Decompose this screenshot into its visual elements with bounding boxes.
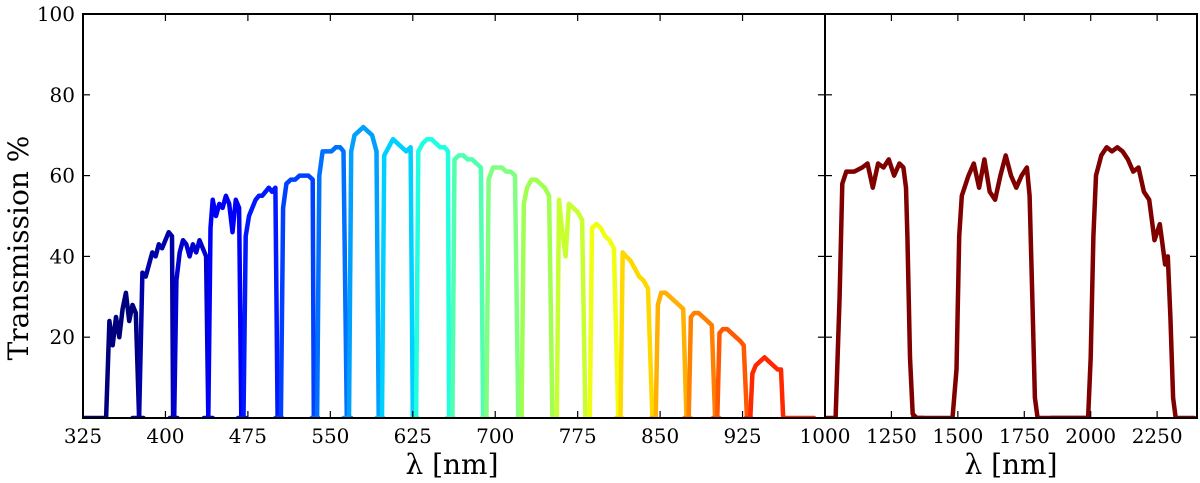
visible-x-tick-label-775: 775 [559,424,597,448]
visible-filter-curve-3 [167,237,215,418]
visible-filter-curve-18 [682,310,722,418]
visible-y-tick-label-100: 100 [37,2,75,26]
visible-curves [83,124,817,418]
nir-x-tick-label-1750: 1750 [999,424,1050,448]
visible-filter-curve-7 [309,145,354,418]
visible-x-tick-label-700: 700 [476,424,514,448]
near-infrared-panel: 1250 1500 1750 2000 2250 [824,13,1198,448]
nir-curves [825,145,1197,418]
nir-filter-curve-3 [1048,145,1197,418]
x-axis-label-right: λ [nm] [964,448,1057,481]
visible-filter-curve-17 [649,290,694,418]
x-axis-label-left: λ [nm] [405,448,498,481]
visible-filter-curve-4 [201,193,248,418]
visible-filter-curve-8 [341,124,386,418]
visible-filter-curve-15 [583,221,625,418]
visible-filter-curve-14 [550,197,593,418]
nir-filter-curve-2 [910,153,1088,418]
visible-x-tick-label-550: 550 [311,424,349,448]
visible-y-tick-label-80: 80 [50,83,75,107]
y-axis-label: Transmission % [2,136,35,361]
nir-x-tick-label-2000: 2000 [1065,424,1116,448]
nir-frame [824,13,1198,419]
nir-x-tick-label-1250: 1250 [866,424,917,448]
visible-x-tick-label-1000: 1000 [800,424,851,448]
visible-x-tick-label-925: 925 [723,424,761,448]
visible-filter-curve-19 [710,326,754,418]
visible-panel: 325 400 475 550 625 700 775 850 925 1000 20 40 60 80 1… [37,2,851,448]
nir-x-tick-label-1500: 1500 [932,424,983,448]
visible-filter-curve-13 [514,177,560,418]
visible-filter-curve-12 [479,165,525,418]
visible-filter-curve-9 [374,136,420,418]
visible-filter-curve-11 [444,153,490,418]
visible-y-tick-label-20: 20 [50,325,75,349]
visible-filter-curve-10 [409,136,456,418]
visible-filter-curve-16 [613,250,660,418]
visible-x-tick-label-475: 475 [229,424,267,448]
visible-filter-curve-5 [235,185,285,418]
visible-filter-curve-6 [273,173,321,418]
visible-filter-curve-2 [130,229,180,418]
visible-x-tick-label-325: 325 [64,424,102,448]
visible-x-tick-label-625: 625 [394,424,432,448]
visible-x-tick-label-400: 400 [146,424,184,448]
visible-filter-curve-1 [83,290,146,418]
visible-x-tick-label-850: 850 [641,424,679,448]
visible-y-tick-label-40: 40 [50,244,75,268]
nir-x-tick-label-2250: 2250 [1132,424,1183,448]
visible-filter-curve-20 [743,355,817,418]
visible-y-tick-label-60: 60 [50,164,75,188]
nir-filter-curve-1 [825,157,926,418]
